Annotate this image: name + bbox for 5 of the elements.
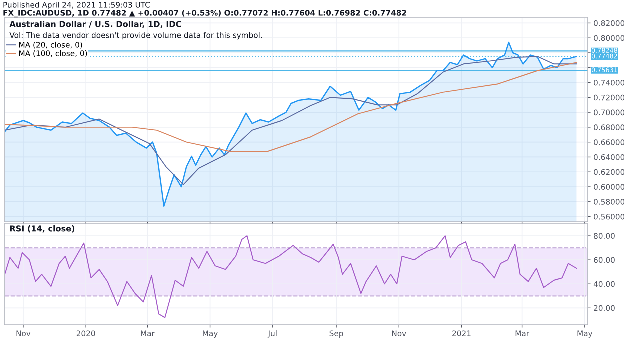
chart-title: RSI (14, close)	[10, 226, 75, 233]
chart-title: Australian Dollar / U.S. Dollar, 1D, IDC	[10, 21, 182, 28]
line-series	[5, 62, 578, 152]
line-series	[5, 236, 578, 318]
line-series	[5, 56, 578, 186]
